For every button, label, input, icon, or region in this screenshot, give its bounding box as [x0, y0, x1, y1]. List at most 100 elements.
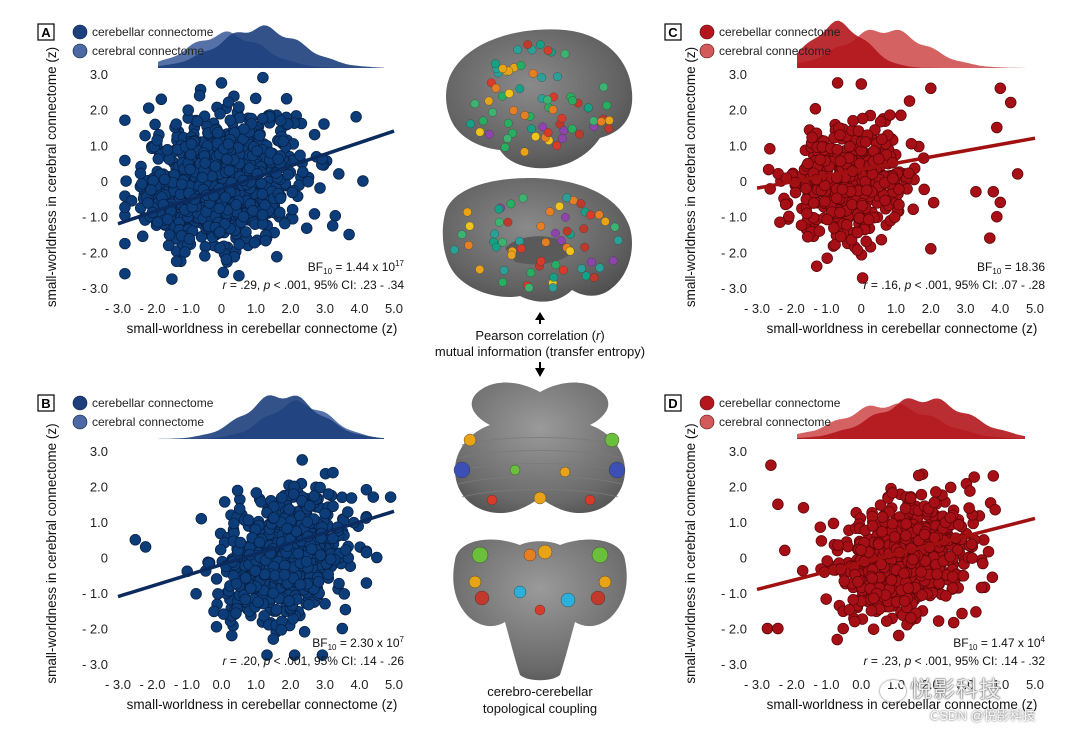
- scatter-point: [184, 163, 196, 176]
- node-marker: [558, 134, 567, 144]
- scatter-point: [779, 544, 791, 557]
- y-tick-label: - 1.0: [82, 586, 108, 601]
- scatter-point: [316, 649, 329, 661]
- node-marker: [560, 592, 576, 608]
- scatter-point: [308, 208, 321, 220]
- node-marker: [507, 250, 516, 260]
- scatter-point: [841, 219, 853, 231]
- scatter-point: [145, 184, 157, 196]
- scatter-point: [874, 499, 887, 511]
- scatter-point: [772, 622, 784, 635]
- scatter-point: [970, 606, 982, 618]
- node-marker: [610, 222, 620, 232]
- scatter-point: [152, 153, 165, 165]
- scatter-point: [360, 483, 373, 496]
- x-tick-label: - 1.0: [813, 301, 839, 316]
- density-cerebellar: [158, 395, 384, 439]
- stats-label: r = .20, p < .001, 95% CI: .14 - .26: [223, 654, 405, 668]
- node-marker: [494, 217, 504, 227]
- scatter-point: [991, 121, 1003, 134]
- scatter-point: [190, 588, 202, 600]
- scatter-point: [217, 608, 230, 620]
- scatter-point: [239, 572, 252, 584]
- scatter-point: [149, 118, 161, 131]
- scatter-point: [214, 108, 226, 120]
- scatter-point: [312, 575, 325, 588]
- scatter-point: [931, 568, 943, 580]
- scatter-point: [329, 210, 342, 222]
- scatter-point: [856, 199, 868, 212]
- scatter-point: [342, 506, 354, 518]
- scatter-point: [838, 575, 851, 587]
- scatter-point: [303, 500, 316, 512]
- x-tick-label: - 3.0: [744, 301, 770, 316]
- node-marker: [604, 116, 614, 125]
- scatter-point: [191, 115, 204, 128]
- scatter-point: [764, 143, 776, 155]
- scatter-point: [952, 519, 965, 531]
- scatter-point: [271, 250, 283, 263]
- bayes-factor-label: BF10 = 18.36: [977, 260, 1045, 276]
- scatter-point: [274, 114, 287, 127]
- scatter-point: [855, 544, 867, 556]
- scatter-point: [956, 607, 968, 620]
- scatter-point: [314, 182, 326, 194]
- scatter-point: [866, 572, 878, 584]
- x-tick-label: 1.0: [887, 301, 905, 316]
- scatter-point: [982, 545, 995, 558]
- node-marker: [562, 226, 572, 236]
- scatter-point: [212, 588, 224, 600]
- legend-label: cerebral connectome: [92, 44, 204, 58]
- regression-line: [756, 516, 1036, 592]
- watermark-cn: 悦影科技: [880, 672, 1002, 704]
- x-tick-label: 5.0: [385, 301, 403, 316]
- scatter-point: [267, 587, 279, 599]
- y-tick-label: 0: [740, 174, 747, 189]
- scatter-point: [847, 594, 859, 606]
- node-marker: [551, 260, 561, 270]
- scatter-point: [286, 203, 299, 216]
- node-marker: [560, 49, 570, 59]
- scatter-point: [820, 593, 832, 605]
- scatter-point: [210, 621, 223, 633]
- scatter-point: [915, 566, 927, 578]
- scatter-point: [176, 178, 188, 190]
- scatter-point: [842, 540, 854, 553]
- node-marker: [552, 141, 562, 150]
- scatter-point: [336, 622, 349, 635]
- scatter-point: [318, 118, 330, 130]
- scatter-point: [944, 511, 957, 524]
- node-marker: [527, 124, 536, 134]
- scatter-point: [233, 101, 245, 113]
- scatter-point: [185, 138, 198, 150]
- legend-marker: [699, 43, 715, 59]
- scatter-point: [814, 153, 826, 166]
- panel-letter-box: [664, 394, 682, 412]
- node-marker: [565, 246, 575, 256]
- node-marker: [463, 207, 472, 217]
- scatter-point: [851, 226, 864, 239]
- cortex-lateral-illustration: [446, 29, 633, 169]
- y-tick-label: 3.0: [90, 67, 108, 82]
- scatter-point: [903, 95, 916, 107]
- node-marker: [602, 101, 612, 110]
- x-tick-label: - 1.0: [174, 301, 200, 316]
- y-tick-label: 0: [740, 551, 747, 566]
- scatter-point: [360, 577, 373, 589]
- scatter-point: [813, 225, 826, 237]
- scatter-point: [801, 207, 813, 220]
- node-marker: [559, 126, 569, 136]
- scatter-point: [886, 518, 899, 530]
- scatter-point: [274, 192, 287, 205]
- scatter-point: [831, 633, 843, 646]
- scatter-point: [324, 553, 337, 565]
- scatter-point: [821, 555, 833, 567]
- node-marker: [575, 129, 584, 139]
- scatter-point: [134, 167, 147, 180]
- legend-label: cerebral connectome: [719, 415, 831, 429]
- scatter-point: [905, 137, 918, 150]
- scatter-points: [119, 71, 369, 285]
- node-marker: [520, 111, 530, 120]
- scatter-point: [136, 230, 149, 243]
